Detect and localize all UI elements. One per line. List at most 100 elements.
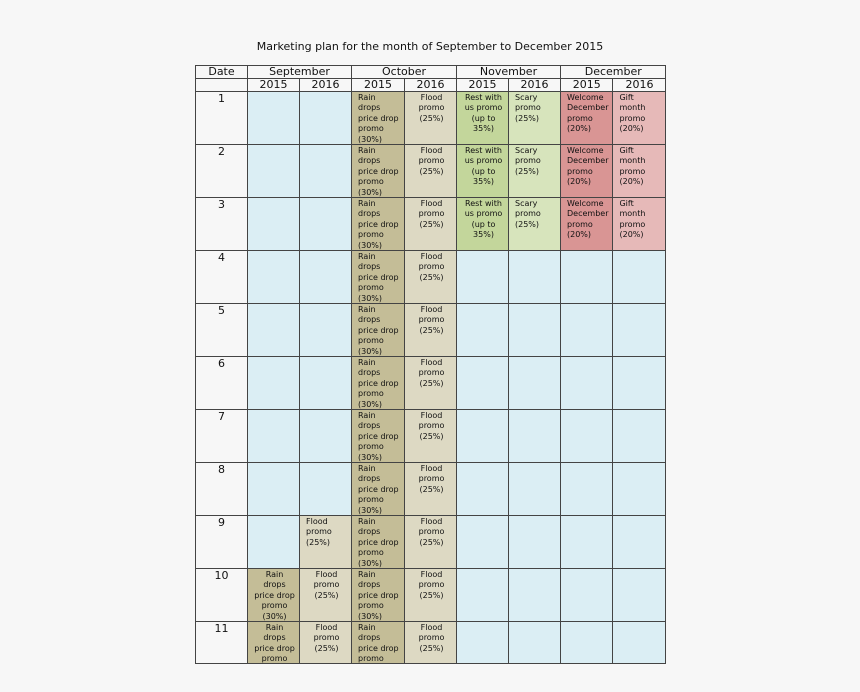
promo-text: Flood promo (25%) [418,305,445,335]
promo-text: Flood promo (25%) [313,623,340,653]
promo-cell-flood: Flood promo (25%) [299,515,352,569]
promo-text: Flood promo (25%) [418,517,445,547]
promo-text: Flood promo (25%) [313,570,340,600]
promo-cell-flood: Flood promo (25%) [404,250,457,304]
promo-cell-rain: Rain drops price drop promo (30%) [351,409,405,463]
promo-cell-empty [299,462,352,516]
table-row: 2 Rain drops price drop promo (30%) Flood … [195,144,667,198]
promo-text: Rain drops price drop promo (30%) [358,411,399,462]
promo-cell-rain: Rain drops price drop promo (30%) [247,621,300,664]
promo-cell-rain: Rain drops price drop promo (30%) [351,197,405,251]
promo-text [562,517,612,568]
promo-text [510,623,560,663]
promo-cell-welcome: Welcome December promo (20%) [559,91,614,145]
promo-text [562,411,612,462]
promo-text: Rest with us promo (up to 35%) [464,146,503,187]
date-cell: 7 [195,409,248,463]
promo-text: Rain drops price drop promo (30%) [358,93,399,144]
table-row: 3 Rain drops price drop promo (30%) Flood … [195,197,667,251]
promo-cell-flood: Flood promo (25%) [404,621,457,664]
promo-cell-flood: Flood promo (25%) [404,462,457,516]
promo-cell-flood: Flood promo (25%) [404,91,457,145]
year-header: 2015 [456,78,509,92]
promo-cell-empty [508,303,561,357]
promo-text [249,305,299,356]
year-header: 2016 [299,78,352,92]
promo-text [249,146,299,197]
promo-text: Flood promo (25%) [306,517,332,547]
promo-text [614,623,665,663]
promo-cell-empty [456,303,509,357]
promo-cell-scary: Scary promo (25%) [508,91,561,145]
promo-text: Scary promo (25%) [515,199,541,229]
promo-cell-empty [508,568,561,622]
promo-cell-empty [559,250,614,304]
promo-cell-rain: Rain drops price drop promo (30%) [247,568,300,622]
promo-cell-gift: Gift month promo (20%) [612,197,667,251]
promo-cell-scary: Scary promo (25%) [508,197,561,251]
promo-text: Gift month promo (20%) [619,199,646,240]
promo-cell-rest: Rest with us promo (up to 35%) [456,144,509,198]
promo-cell-empty [247,409,300,463]
promo-text [510,517,560,568]
promo-cell-rain: Rain drops price drop promo (30%) [351,144,405,198]
year-header: 2015 [559,78,614,92]
promo-cell-flood: Flood promo (25%) [404,409,457,463]
promo-cell-rain: Rain drops price drop promo (30%) [351,356,405,410]
blank-header [195,78,248,92]
promo-cell-gift: Gift month promo (20%) [612,91,667,145]
promo-cell-empty [456,462,509,516]
table-row: 9 Flood promo (25%) Rain drops price drop … [195,515,667,569]
promo-cell-empty [247,356,300,410]
promo-cell-empty [559,462,614,516]
promo-text: Flood promo (25%) [418,93,445,123]
promo-text: Rest with us promo (up to 35%) [464,93,503,134]
promo-cell-rain: Rain drops price drop promo (30%) [351,568,405,622]
date-cell: 11 [195,621,248,664]
promo-text [510,252,560,303]
promo-cell-empty [299,356,352,410]
promo-cell-scary: Scary promo (25%) [508,144,561,198]
promo-text [458,464,508,515]
promo-text [249,252,299,303]
promo-text: Flood promo (25%) [418,623,445,653]
promo-text: Welcome December promo (20%) [567,146,609,187]
promo-text [614,305,665,356]
date-cell: 6 [195,356,248,410]
promo-cell-empty [456,356,509,410]
date-cell: 10 [195,568,248,622]
promo-text [562,305,612,356]
promo-cell-empty [247,144,300,198]
promo-text [458,358,508,409]
promo-cell-flood: Flood promo (25%) [404,356,457,410]
promo-text: Scary promo (25%) [515,93,541,123]
year-header-row: 2015 2016 2015 2016 2015 2016 2015 2016 [195,78,667,92]
promo-text [458,623,508,663]
table-row: 6 Rain drops price drop promo (30%) Flood … [195,356,667,410]
promo-cell-empty [508,515,561,569]
promo-cell-empty [247,91,300,145]
promo-cell-empty [559,568,614,622]
promo-text [510,570,560,621]
promo-text [562,623,612,663]
promo-cell-empty [559,356,614,410]
promo-cell-empty [508,250,561,304]
promo-cell-empty [299,91,352,145]
promo-cell-empty [508,462,561,516]
promo-cell-empty [559,515,614,569]
promo-text: Flood promo (25%) [418,464,445,494]
promo-text [562,358,612,409]
month-header-september: September [247,65,352,79]
promo-cell-flood: Flood promo (25%) [404,303,457,357]
promo-cell-flood: Flood promo (25%) [404,144,457,198]
promo-cell-empty [612,409,667,463]
promo-text [249,517,299,568]
promo-cell-empty [559,303,614,357]
date-cell: 2 [195,144,248,198]
promo-text: Flood promo (25%) [418,570,445,600]
year-header: 2016 [612,78,667,92]
date-cell: 8 [195,462,248,516]
promo-text: Rain drops price drop promo (30%) [358,517,399,568]
promo-cell-empty [612,515,667,569]
